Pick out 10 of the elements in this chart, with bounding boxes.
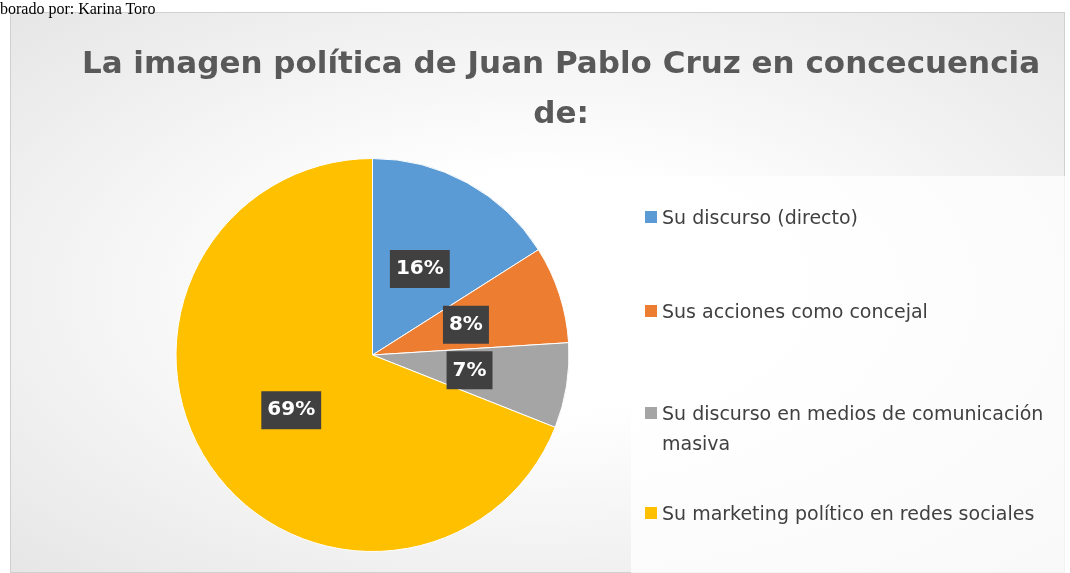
legend-label: Su discurso en medios de comunicación masiva (662, 402, 1044, 454)
legend-label: Sus acciones como concejal (662, 300, 928, 322)
data-label: 8% (448, 310, 483, 335)
legend-label: Su discurso (directo) (662, 206, 859, 228)
slice-label: Su marketing político en redes sociales (662, 502, 1035, 524)
data-label: 69% (267, 396, 316, 421)
data-label: 7% (452, 356, 487, 381)
text: borado por: Karina Toro (0, 0, 156, 17)
chart-title: La imagen política de Juan Pablo Cruz en concecuencia de: (80, 43, 1042, 132)
data-label: 16% (395, 255, 444, 280)
